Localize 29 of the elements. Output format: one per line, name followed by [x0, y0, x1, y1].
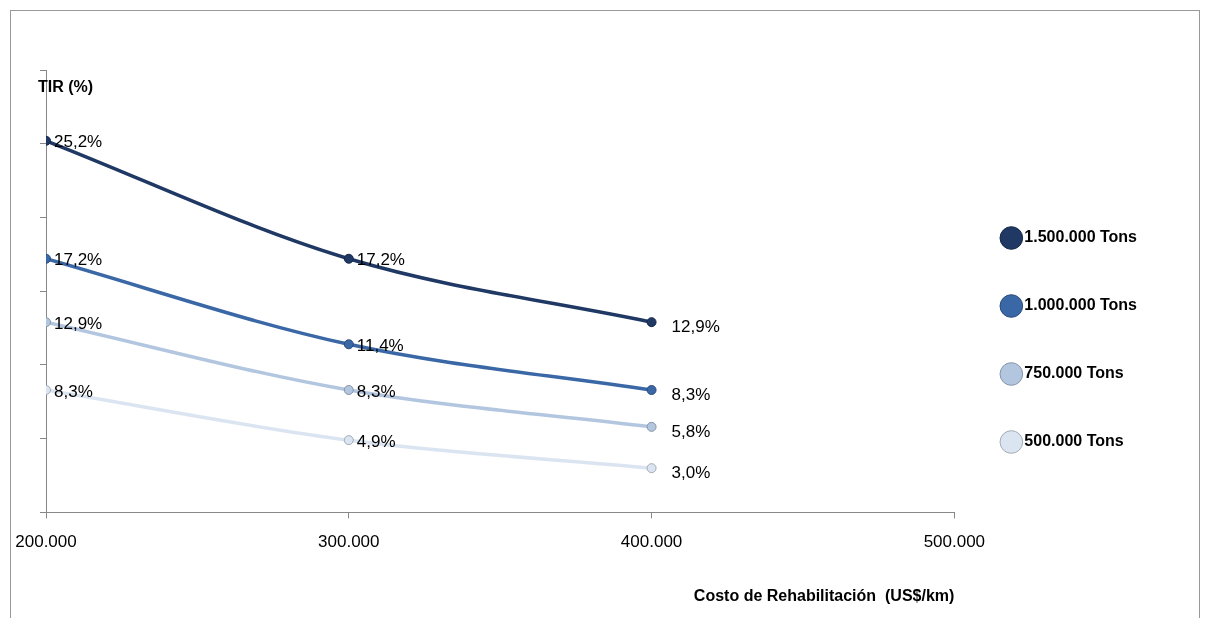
data-label: 17,2%	[54, 250, 103, 270]
data-label: 4,9%	[356, 431, 396, 451]
x-tick-label: 400.000	[620, 532, 683, 552]
legend-label: 1.500.000 Tons	[1024, 228, 1138, 246]
data-label: 3,0%	[671, 462, 711, 482]
legend-label: 1.000.000 Tons	[1024, 296, 1138, 314]
point	[343, 385, 354, 395]
y-axis-title: TIR (%)	[38, 78, 94, 96]
point	[646, 385, 657, 395]
data-label: 8,3%	[671, 384, 711, 404]
point	[343, 339, 354, 350]
x-tick-label: 300.000	[318, 532, 380, 552]
data-label: 8,3%	[356, 381, 396, 401]
point	[646, 317, 657, 328]
data-label: 5,8%	[671, 421, 711, 441]
data-label: 12,9%	[54, 313, 103, 333]
data-label: 25,2%	[54, 132, 103, 152]
point	[646, 463, 657, 474]
legend-label: 750.000 Tons	[1024, 364, 1124, 382]
point	[343, 253, 354, 264]
x-axis-title: Costo de Rehabilitación (US$/km)	[693, 586, 955, 604]
data-label: 8,3%	[54, 381, 93, 401]
data-label: 17,2%	[356, 250, 405, 270]
data-label: 12,9%	[671, 316, 720, 336]
x-tick-label: 500.000	[923, 532, 986, 552]
point	[343, 435, 354, 446]
x-tick-label: 200.000	[15, 532, 77, 552]
point	[646, 421, 657, 432]
legend-label: 500.000 Tons	[1024, 432, 1124, 450]
